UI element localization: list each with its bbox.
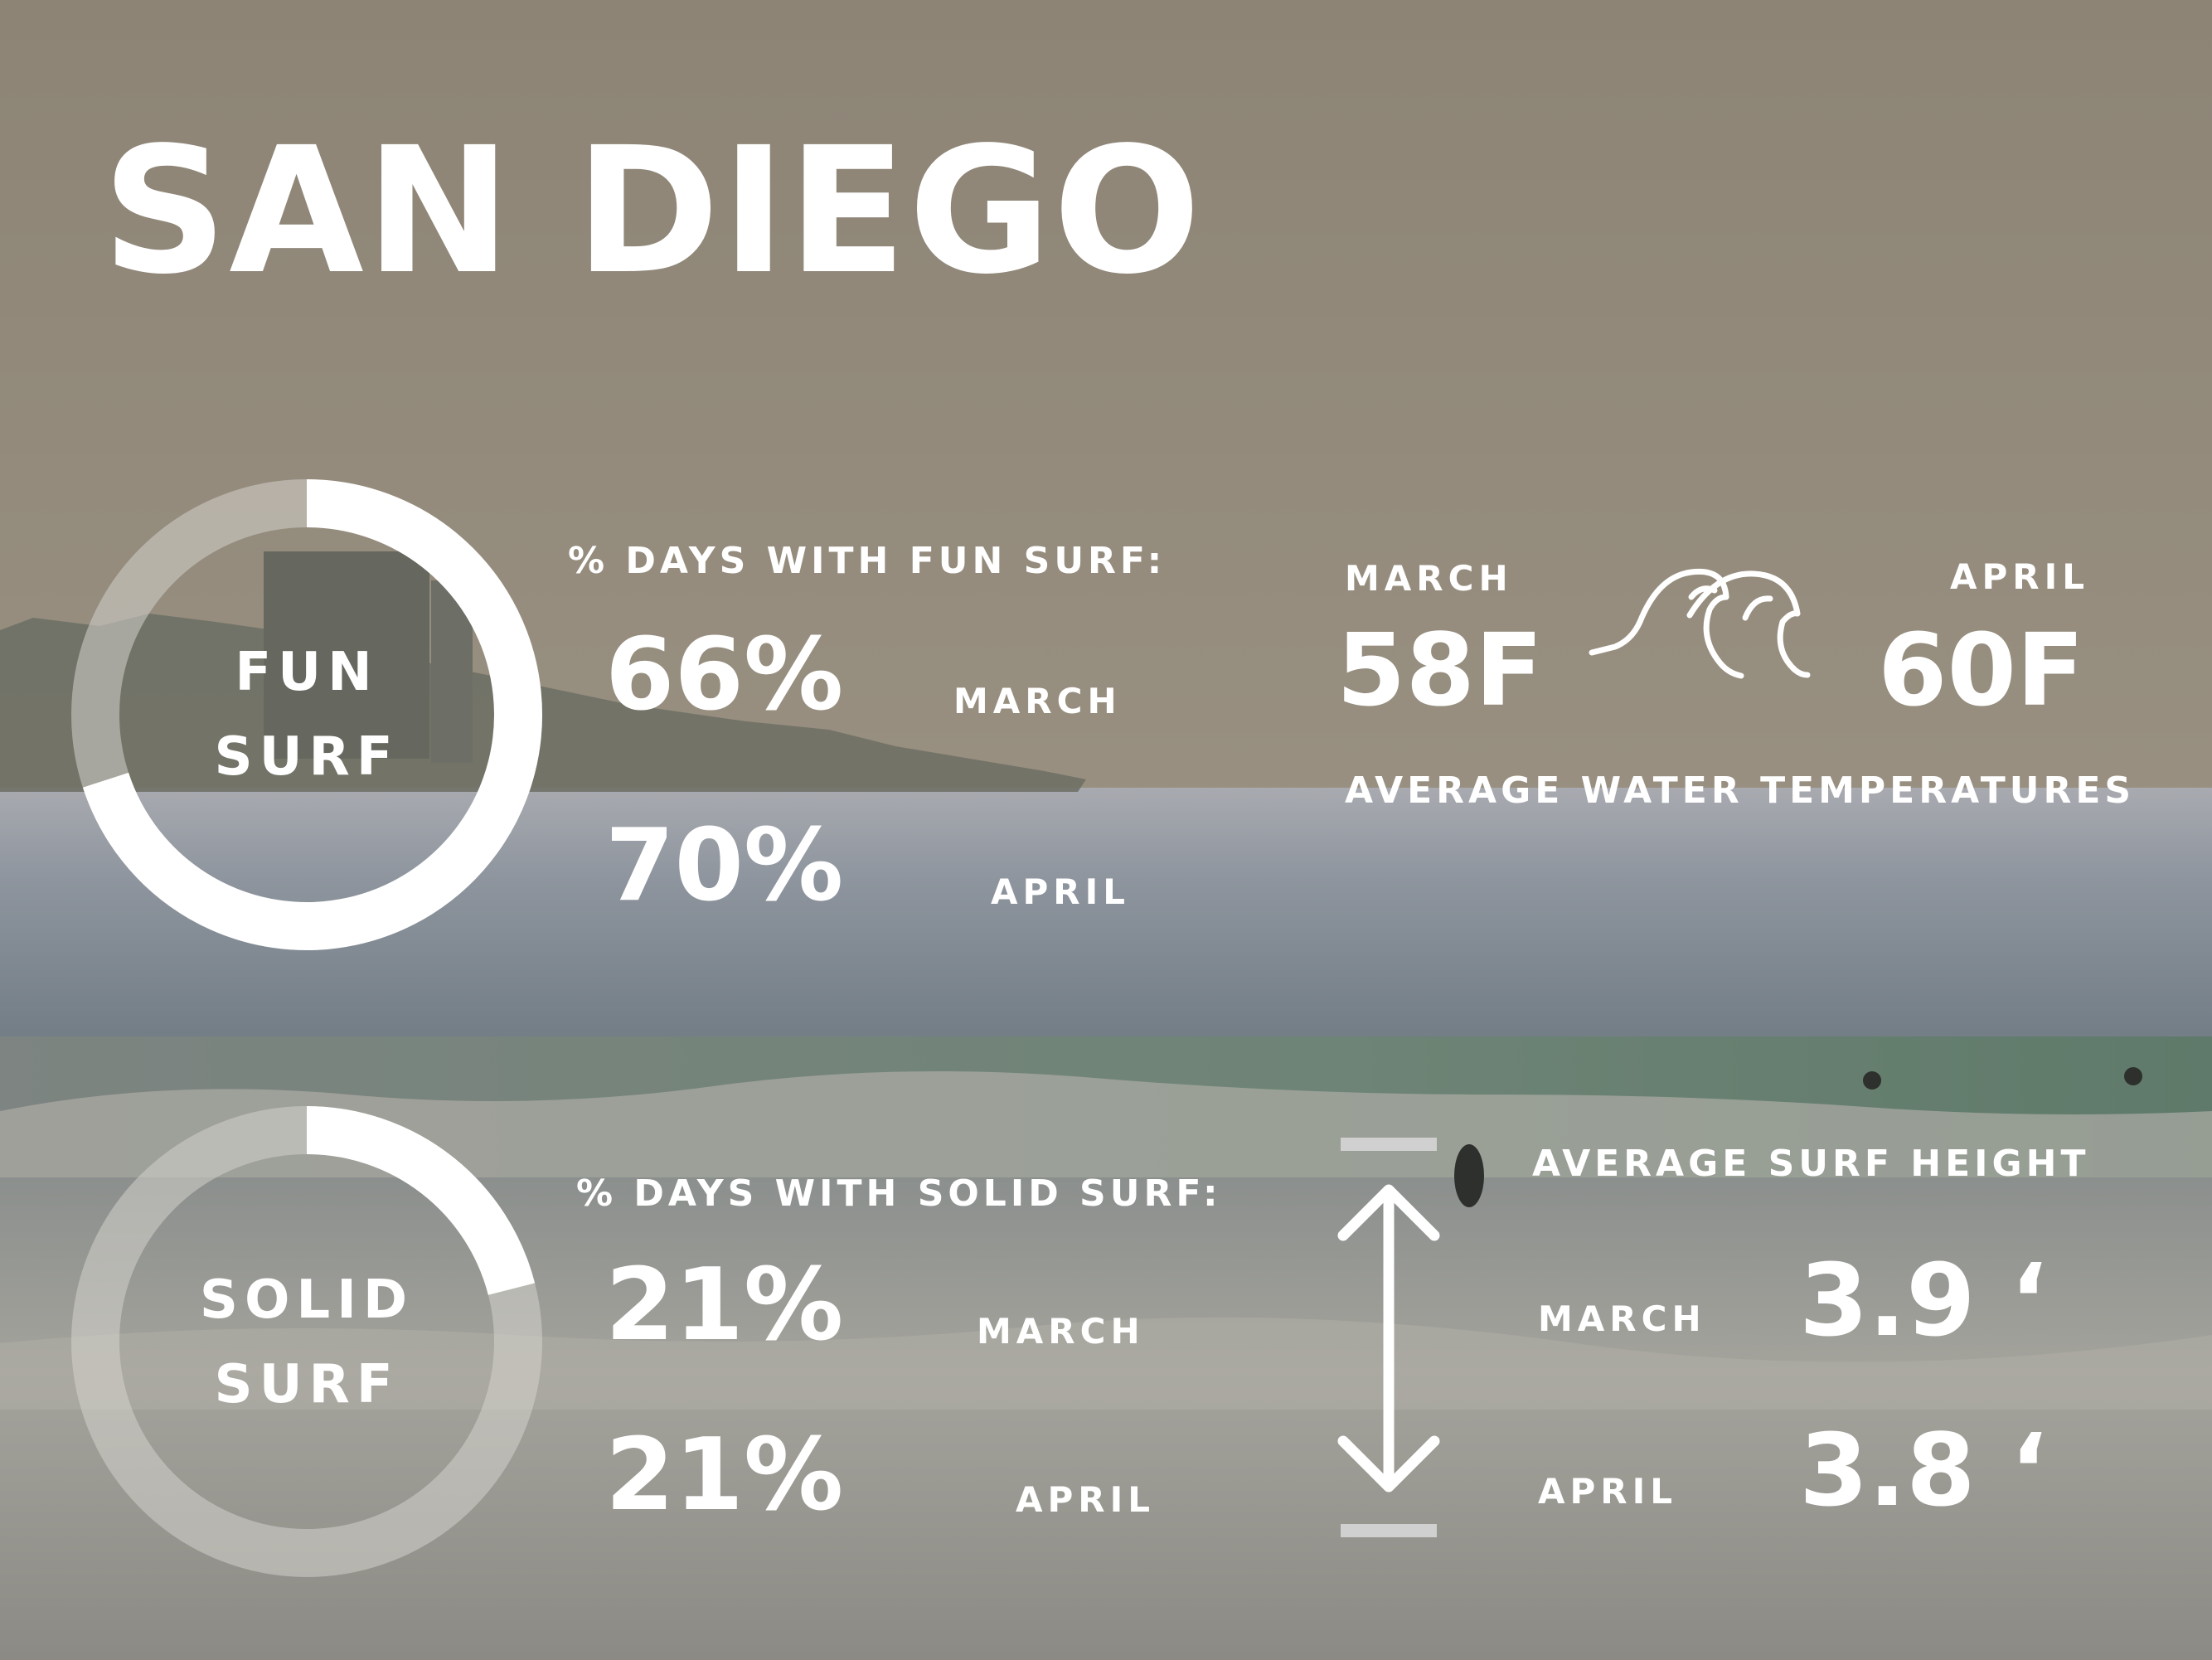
solid-surf-march-value: 21%	[605, 1248, 844, 1363]
building	[264, 551, 429, 759]
water-temp-march-label: MARCH	[1345, 558, 1513, 599]
fun-surf-label-line1: FUN	[235, 642, 379, 703]
solid-surf-ring-label: SOLID SURF	[191, 1258, 423, 1428]
solid-surf-march-label: MARCH	[977, 1311, 1145, 1352]
surf-height-march-value: 3.9 ‘	[1799, 1244, 2048, 1359]
fun-surf-april-value: 70%	[605, 808, 844, 924]
fun-surf-donut	[71, 479, 542, 950]
height-top-bar	[1341, 1138, 1437, 1151]
wave-icon	[1589, 568, 1811, 679]
solid-surf-label-line1: SOLID	[199, 1269, 415, 1331]
height-bottom-bar	[1341, 1524, 1437, 1537]
water-temp-march-value: 58F	[1336, 614, 1543, 729]
foam-crest	[0, 1071, 2212, 1177]
water-temp-april-value: 60F	[1878, 614, 2084, 729]
solid-surf-april-value: 21%	[605, 1418, 844, 1533]
fun-surf-label-line2: SURF	[214, 726, 400, 789]
surfer	[1863, 1071, 1881, 1090]
whitewater	[0, 1177, 2212, 1660]
fun-surf-march-value: 66%	[605, 618, 844, 733]
water-temp-april-label: APRIL	[1950, 556, 2090, 597]
fun-surf-ring-label: FUN SURF	[191, 630, 423, 800]
surf-height-heading: AVERAGE SURF HEIGHT	[1532, 1143, 2090, 1185]
solid-surf-donut-fill	[306, 1106, 536, 1296]
foam-band	[0, 1317, 2212, 1410]
solid-surf-label-line2: SURF	[214, 1354, 400, 1416]
solid-surf-donut	[71, 1106, 542, 1577]
solid-surf-april-label: APRIL	[1016, 1479, 1156, 1520]
page-title: SAN DIEGO	[102, 109, 1203, 313]
surf-height-april-value: 3.8 ‘	[1799, 1414, 2048, 1529]
solid-surf-heading: % DAYS WITH SOLID SURF:	[576, 1172, 1222, 1215]
surfer	[1454, 1144, 1484, 1207]
surf-height-march-label: MARCH	[1538, 1298, 1706, 1339]
water-temp-caption: AVERAGE WATER TEMPERATURES	[1345, 769, 2136, 812]
surf-height-april-label: APRIL	[1538, 1471, 1678, 1512]
surf-height-arrow-icon	[1337, 1138, 1440, 1537]
fun-surf-march-label: MARCH	[953, 681, 1122, 721]
surfer	[2124, 1067, 2142, 1085]
fun-surf-april-label: APRIL	[991, 871, 1131, 912]
fun-surf-heading: % DAYS WITH FUN SURF:	[568, 540, 1167, 582]
fun-surf-donut-fill	[82, 479, 542, 950]
